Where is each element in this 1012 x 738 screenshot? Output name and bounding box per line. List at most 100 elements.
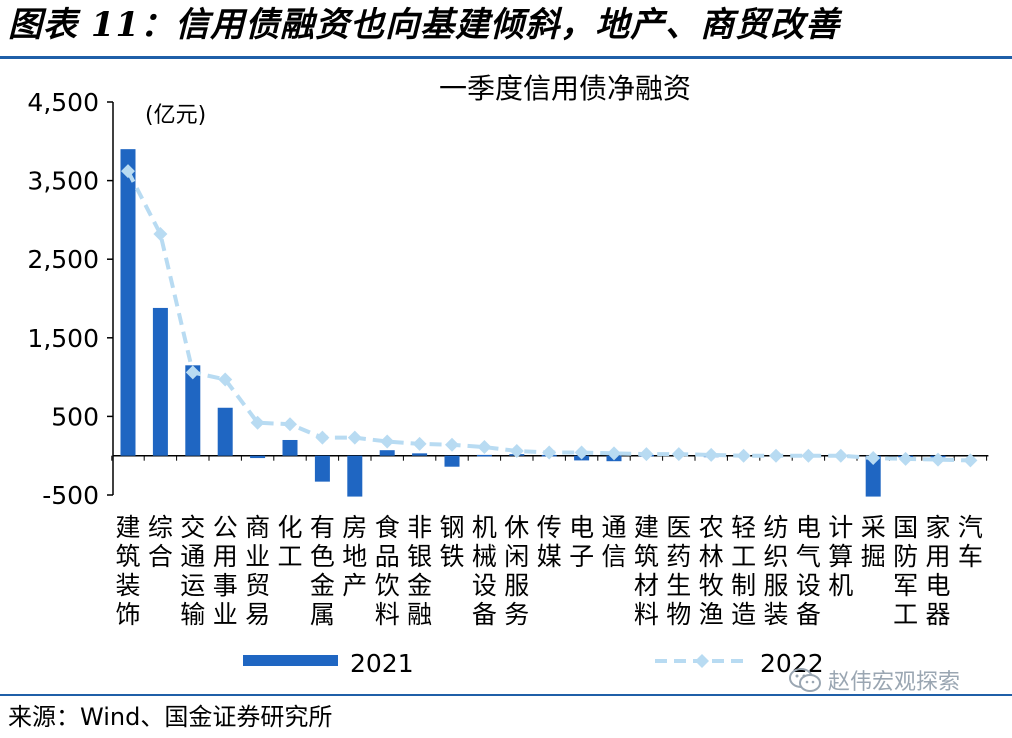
category-label-char: 采 — [861, 513, 886, 542]
bottom-rule — [0, 694, 1012, 696]
category-label-char: 机 — [472, 513, 497, 542]
chart-title: 一季度信用债净融资 — [439, 72, 691, 105]
category-label-char: 产 — [342, 571, 367, 600]
marker-2022 — [380, 434, 395, 449]
marker-2022 — [769, 448, 783, 463]
category-label-char: 汽 — [958, 513, 983, 542]
category-label-char: 闲 — [504, 542, 529, 571]
category-label-char: 金 — [407, 571, 432, 600]
marker-2022 — [607, 446, 621, 461]
marker-2022 — [801, 448, 816, 463]
category-label-char: 服 — [763, 571, 788, 600]
category-label-char: 设 — [472, 571, 497, 600]
marker-2022 — [218, 372, 233, 387]
category-label-char: 纺 — [763, 513, 788, 542]
category-label-char: 车 — [958, 542, 983, 571]
marker-2022 — [639, 447, 654, 462]
bars-2021 — [120, 149, 946, 497]
watermark-text: 赵伟宏观探索 — [828, 670, 961, 695]
marker-2022 — [185, 365, 200, 380]
category-label-char: 服 — [504, 571, 529, 600]
category-label-char: 生 — [666, 571, 691, 600]
category-label-char: 非 — [407, 513, 432, 542]
category-label-char: 食 — [375, 513, 400, 542]
category-label-char: 色 — [310, 542, 335, 571]
category-label-char: 银 — [407, 542, 432, 571]
category-label-char: 有 — [310, 513, 335, 542]
bar-2021 — [379, 450, 395, 456]
category-label-char: 通 — [601, 513, 626, 542]
category-label-char: 物 — [666, 600, 691, 629]
credit-bond-financing-chart: 一季度信用债净融资 (亿元) 4,500 3,500 2,500 1,500 500 -500… — [27, 72, 989, 678]
category-label-char: 装 — [763, 600, 788, 629]
category-label-char: 药 — [666, 542, 691, 571]
category-label-char: 铁 — [439, 542, 464, 571]
category-label-char: 国 — [893, 513, 918, 542]
category-label-char: 渔 — [699, 600, 724, 629]
category-label-char: 掘 — [861, 542, 886, 571]
bar-2021 — [865, 455, 881, 497]
category-label-char: 农 — [699, 513, 724, 542]
category-label-char: 电 — [925, 571, 950, 600]
y-tick-label: 3,500 — [27, 167, 99, 196]
source-note: 来源：Wind、国金证券研究所 — [8, 703, 333, 731]
category-label-char: 工 — [731, 542, 756, 571]
category-label-char: 属 — [310, 600, 335, 629]
watermark: 赵伟宏观探索 — [788, 662, 960, 698]
category-label-char: 制 — [731, 571, 756, 600]
category-label-char: 电 — [569, 513, 594, 542]
category-label-char: 家 — [925, 513, 950, 542]
category-label-char: 设 — [796, 571, 821, 600]
marker-2022 — [121, 164, 135, 179]
y-tick-label: 4,500 — [27, 88, 99, 117]
category-label-char: 备 — [472, 600, 497, 629]
category-label-char: 媒 — [537, 542, 562, 571]
marker-2022 — [250, 415, 265, 430]
category-label-char: 轻 — [731, 513, 756, 542]
category-label-char: 业 — [245, 542, 270, 571]
marker-2022 — [153, 227, 168, 242]
category-label-char: 交 — [180, 513, 205, 542]
category-label-char: 休 — [504, 513, 529, 542]
bar-2021 — [412, 453, 428, 456]
category-label-char: 传 — [537, 513, 562, 542]
marker-2022 — [283, 417, 297, 432]
category-label-char: 用 — [925, 542, 950, 571]
marker-2022 — [412, 436, 427, 451]
category-label-char: 算 — [828, 542, 853, 571]
marker-2022 — [931, 452, 945, 467]
marker-2022 — [736, 448, 751, 463]
category-label-char: 饮 — [375, 571, 400, 600]
category-label-char: 用 — [213, 542, 238, 571]
category-label-char: 品 — [375, 542, 400, 571]
marker-2022 — [704, 447, 719, 462]
category-label-char: 饰 — [115, 600, 140, 629]
category-label-char: 输 — [180, 600, 205, 629]
series-line-2022 — [126, 170, 971, 463]
marker-2022 — [866, 451, 881, 466]
y-tick-label: 500 — [51, 402, 99, 431]
category-label-char: 械 — [472, 542, 497, 571]
category-label-char: 融 — [407, 600, 432, 629]
category-label-char: 信 — [601, 542, 626, 571]
figure-title: 图表 11：信用债融资也向基建倾斜，地产、商贸改善 — [8, 5, 841, 45]
legend-label-2021: 2021 — [350, 649, 414, 678]
marker-2022 — [671, 447, 686, 462]
y-tick-label: 1,500 — [27, 324, 99, 353]
category-label-char: 易 — [245, 600, 270, 629]
marker-2022 — [542, 445, 557, 460]
wechat-icon — [789, 668, 821, 692]
category-label-char: 商 — [245, 513, 270, 542]
category-label-char: 合 — [148, 542, 173, 571]
bar-2021 — [282, 439, 298, 456]
category-label-char: 料 — [375, 600, 400, 629]
marker-2022 — [574, 445, 589, 460]
legend-swatch-2021 — [243, 655, 338, 666]
category-label-char: 子 — [569, 542, 594, 571]
category-label-char: 军 — [893, 571, 918, 600]
category-label-char: 地 — [342, 542, 367, 571]
bar-2021 — [250, 455, 266, 459]
category-label-char: 装 — [115, 571, 140, 600]
bar-2021 — [444, 455, 460, 467]
category-label-char: 贸 — [245, 571, 270, 600]
